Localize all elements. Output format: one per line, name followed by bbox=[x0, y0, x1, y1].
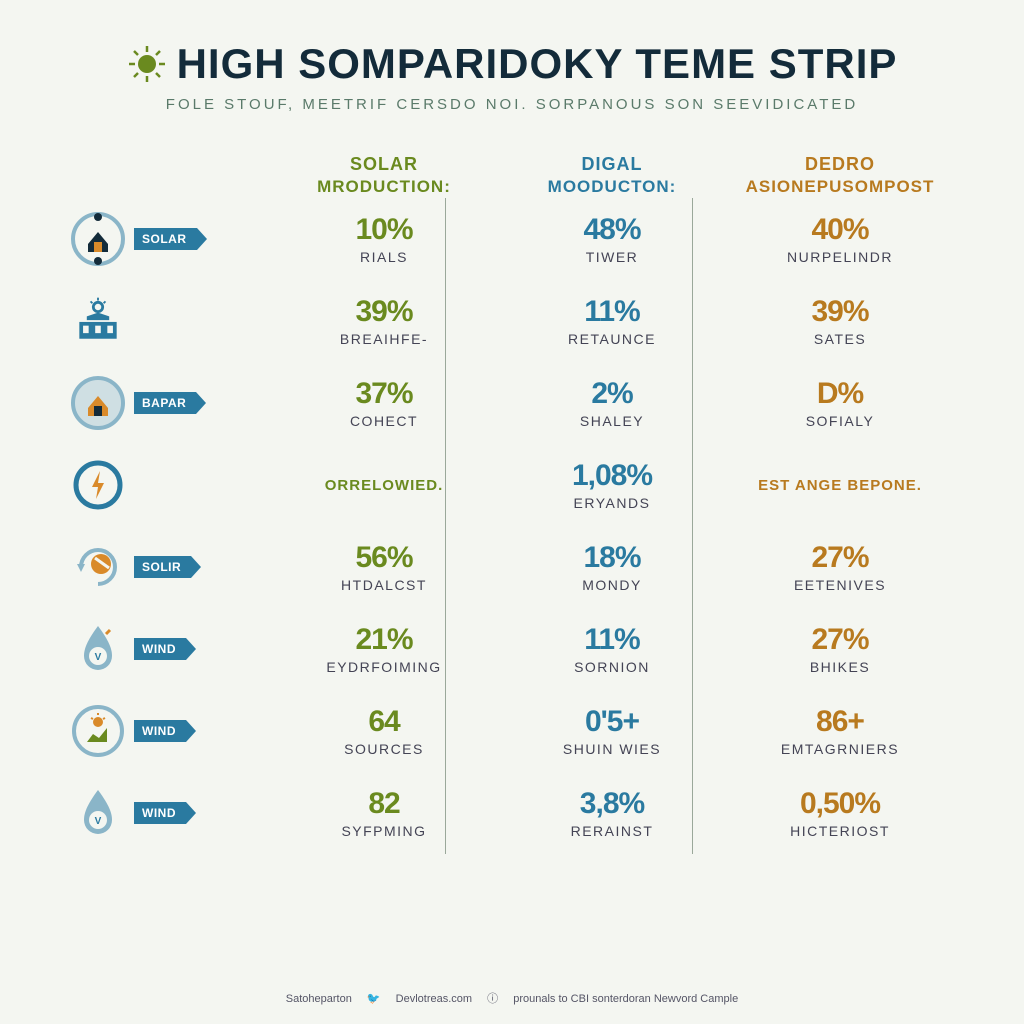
house-badge-icon bbox=[70, 375, 126, 431]
stat-note: EST ANGE BEPONE. bbox=[726, 477, 954, 494]
row-tag: WIND bbox=[134, 638, 186, 660]
stat-label: EYDRFOIMING bbox=[270, 659, 498, 675]
stat-label: EMTAGRNIERS bbox=[726, 741, 954, 757]
stat-value: 40% bbox=[726, 213, 954, 247]
stat-label: SYFPMING bbox=[270, 823, 498, 839]
stat-label: BREAIHFE- bbox=[270, 331, 498, 347]
stat-label: EETENIVES bbox=[726, 577, 954, 593]
comet-cycle-icon bbox=[70, 539, 126, 595]
stat-label: NURPELINDR bbox=[726, 249, 954, 265]
stat-value: 37% bbox=[270, 377, 498, 411]
row-tag: WIND bbox=[134, 720, 186, 742]
row-tag: SOLAR bbox=[134, 228, 197, 250]
stat-value: 82 bbox=[270, 787, 498, 821]
sun-icon bbox=[127, 44, 167, 84]
drop-clock-icon: V bbox=[70, 785, 126, 841]
stat-label: SOFIALY bbox=[726, 413, 954, 429]
table-row: 39%BREAIHFE- 11%RETAUNCE 39%SATES bbox=[70, 280, 954, 362]
stat-label: SATES bbox=[726, 331, 954, 347]
table-row: V WIND 21%EYDRFOIMING 11%SORNION 27%BHIK… bbox=[70, 608, 954, 690]
row-tag: BAPAR bbox=[134, 392, 196, 414]
house-badge-icon bbox=[70, 211, 126, 267]
bolt-ring-icon bbox=[70, 457, 126, 513]
svg-text:V: V bbox=[95, 816, 102, 827]
column-headers: SOLAR MRODUCTION: DIGAL MOODUCTON: DEDRO… bbox=[0, 153, 1024, 198]
civic-sun-icon bbox=[70, 293, 126, 349]
stat-value: 21% bbox=[270, 623, 498, 657]
stat-label: HTDALCST bbox=[270, 577, 498, 593]
stat-value: 39% bbox=[726, 295, 954, 329]
stat-label: BHIKES bbox=[726, 659, 954, 675]
stat-value: 27% bbox=[726, 623, 954, 657]
stat-label: SOURCES bbox=[270, 741, 498, 757]
row-tag: SOLIR bbox=[134, 556, 191, 578]
footer: Satoheparton 🐦 Devlotreas.com ⓘ prounals… bbox=[0, 990, 1024, 1006]
stat-value: 0,50% bbox=[726, 787, 954, 821]
svg-text:V: V bbox=[95, 652, 102, 663]
divider-1 bbox=[445, 198, 446, 854]
stat-value: 27% bbox=[726, 541, 954, 575]
data-grid: SOLAR 10%RIALS 48%TIWER 40%NURPELINDR 39… bbox=[0, 198, 1024, 854]
stat-value: 86+ bbox=[726, 705, 954, 739]
table-row: SOLIR 56%HTDALCST 18%MONDY 27%EETENIVES bbox=[70, 526, 954, 608]
table-row: ORRELOWIED. 1,08%ERYANDS EST ANGE BEPONE… bbox=[70, 444, 954, 526]
stat-value: 64 bbox=[270, 705, 498, 739]
col-header-dedro: DEDRO ASIONEPUSOMPOST bbox=[726, 153, 954, 198]
table-row: SOLAR 10%RIALS 48%TIWER 40%NURPELINDR bbox=[70, 198, 954, 280]
drop-clock-icon: V bbox=[70, 621, 126, 677]
table-row: BAPAR 37%COHECT 2%SHALEY D%SOFIALY bbox=[70, 362, 954, 444]
table-row: V WIND 82SYFPMING 3,8%RERAINST 0,50%HICT… bbox=[70, 772, 954, 854]
footer-note: prounals to CBI sonterdoran Newvord Camp… bbox=[513, 993, 738, 1005]
stat-value: 39% bbox=[270, 295, 498, 329]
stat-value: 56% bbox=[270, 541, 498, 575]
stat-value: D% bbox=[726, 377, 954, 411]
divider-2 bbox=[692, 198, 693, 854]
stat-note: ORRELOWIED. bbox=[270, 477, 498, 494]
col-header-digal: DIGAL MOODUCTON: bbox=[498, 153, 726, 198]
sun-graph-icon bbox=[70, 703, 126, 759]
col-header-solar: SOLAR MRODUCTION: bbox=[270, 153, 498, 198]
stat-label: HICTERIOST bbox=[726, 823, 954, 839]
row-tag: WIND bbox=[134, 802, 186, 824]
header: HIGH SOMPARIDOKY TEME STRIP FOLE STOUF, … bbox=[0, 0, 1024, 113]
table-row: WIND 64SOURCES 0'5+SHUIN WIES 86+EMTAGRN… bbox=[70, 690, 954, 772]
footer-link: Devlotreas.com bbox=[396, 993, 472, 1005]
footer-credit: Satoheparton bbox=[286, 993, 352, 1005]
page-subtitle: FOLE STOUF, MEETRIF CERSDO NOI. SORPANOU… bbox=[0, 96, 1024, 113]
stat-label: RIALS bbox=[270, 249, 498, 265]
page-title: HIGH SOMPARIDOKY TEME STRIP bbox=[177, 40, 898, 88]
stat-label: COHECT bbox=[270, 413, 498, 429]
stat-value: 10% bbox=[270, 213, 498, 247]
info-icon: ⓘ bbox=[487, 993, 498, 1005]
twitter-icon: 🐦 bbox=[367, 993, 381, 1005]
